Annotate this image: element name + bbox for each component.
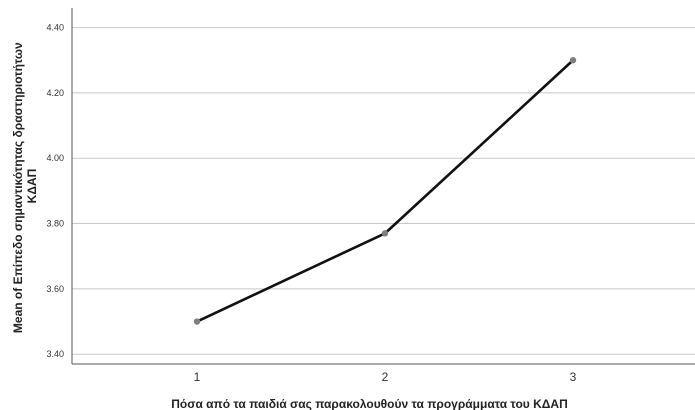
y-axis-title: Mean of Επίπεδο σημαντικότητας δραστηριο…: [11, 39, 39, 333]
y-tick-label: 3.40: [46, 349, 64, 359]
y-axis-ticks: 3.40 3.60 3.80 4.00 4.20 4.40: [46, 23, 64, 360]
y-axis-title-line-1: Mean of Επίπεδο σημαντικότητας δραστηριο…: [11, 42, 25, 333]
data-point: [193, 318, 201, 325]
series-line: [196, 59, 574, 323]
data-point: [569, 57, 577, 64]
y-tick-label: 4.40: [46, 23, 64, 33]
y-tick-label: 4.20: [46, 88, 64, 98]
x-tick-label: 3: [570, 370, 577, 384]
x-tick-label: 1: [194, 370, 201, 384]
series-group: [193, 57, 577, 325]
x-tick-label: 2: [382, 370, 389, 384]
y-tick-label: 3.80: [46, 219, 64, 229]
x-axis-ticks: 1 2 3: [194, 370, 577, 384]
y-tick-label: 3.60: [46, 284, 64, 294]
grid-lines: [72, 27, 695, 355]
y-axis-title-line-2: ΚΔΑΠ: [25, 169, 39, 204]
x-axis-title: Πόσα από τα παιδιά σας παρακολουθούν τα …: [171, 397, 567, 410]
data-point: [381, 230, 389, 237]
y-tick-label: 4.00: [46, 153, 64, 163]
